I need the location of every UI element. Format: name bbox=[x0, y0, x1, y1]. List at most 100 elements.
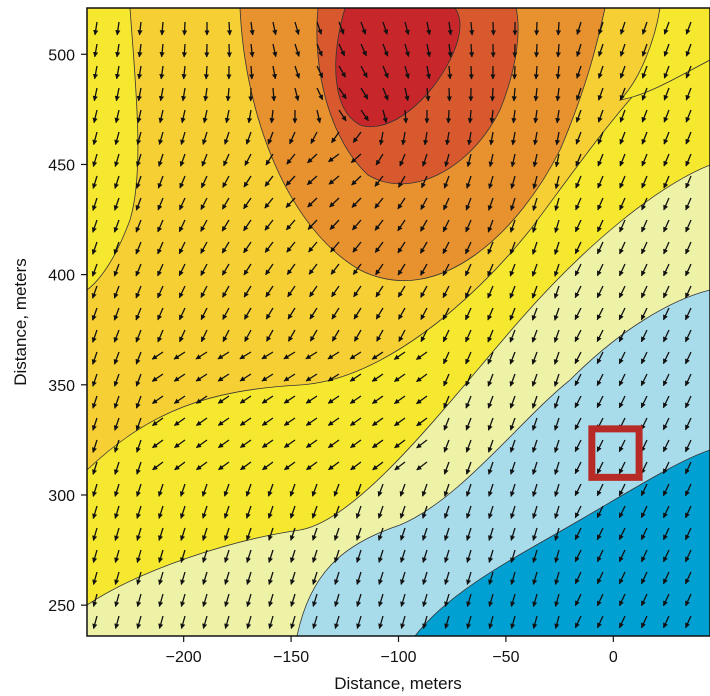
vector-arrow bbox=[157, 241, 164, 255]
vector-arrow bbox=[531, 461, 538, 475]
vector-arrow bbox=[309, 329, 318, 342]
vector-arrow bbox=[92, 109, 98, 124]
vector-arrow bbox=[641, 197, 648, 211]
vector-arrow bbox=[531, 439, 538, 453]
vector-arrow bbox=[420, 329, 428, 343]
vector-arrow bbox=[576, 43, 582, 57]
vector-arrow bbox=[246, 615, 252, 629]
vector-arrow bbox=[596, 571, 604, 585]
vector-arrow bbox=[195, 439, 208, 449]
vector-arrow bbox=[178, 241, 186, 255]
vector-arrow bbox=[217, 417, 230, 426]
vector-arrow bbox=[416, 439, 428, 449]
vector-arrow bbox=[223, 527, 230, 541]
vector-arrow bbox=[662, 571, 670, 585]
vector-arrow bbox=[136, 527, 142, 541]
vector-arrow bbox=[685, 21, 692, 35]
vector-arrow bbox=[596, 285, 604, 299]
vector-arrow bbox=[222, 307, 230, 320]
vector-arrow bbox=[353, 307, 362, 320]
vector-arrow bbox=[533, 87, 539, 102]
vector-arrow bbox=[329, 219, 340, 230]
vector-arrow bbox=[663, 175, 670, 189]
vector-arrow bbox=[328, 175, 340, 185]
vector-arrow bbox=[663, 197, 670, 211]
vector-arrow bbox=[446, 87, 452, 102]
vector-arrow bbox=[151, 351, 164, 360]
vector-arrow bbox=[151, 373, 164, 382]
vector-arrow bbox=[425, 87, 431, 102]
vector-arrow bbox=[532, 593, 538, 608]
vector-arrow bbox=[641, 109, 648, 123]
vector-arrow bbox=[182, 21, 188, 36]
vector-arrow bbox=[575, 87, 582, 101]
vector-arrow bbox=[334, 593, 340, 607]
vector-arrow bbox=[619, 219, 626, 233]
vector-arrow bbox=[135, 175, 142, 189]
vector-arrow bbox=[554, 549, 560, 563]
vector-arrow bbox=[333, 527, 340, 541]
vector-arrow bbox=[151, 417, 164, 427]
vector-arrow bbox=[487, 373, 494, 387]
vector-arrow bbox=[352, 131, 362, 143]
vector-arrow bbox=[382, 87, 389, 101]
vector-arrow bbox=[465, 329, 472, 343]
y-tick-label: 300 bbox=[48, 488, 75, 505]
vector-arrow bbox=[447, 65, 453, 80]
vector-arrow bbox=[245, 527, 252, 541]
vector-arrow bbox=[114, 549, 120, 563]
vector-arrow bbox=[305, 439, 318, 449]
vector-arrow bbox=[596, 483, 604, 497]
vector-arrow bbox=[350, 439, 362, 449]
vector-arrow bbox=[159, 21, 165, 36]
vector-arrow bbox=[685, 219, 692, 233]
y-axis: 250 300 350 400 450 500 bbox=[48, 47, 87, 615]
vector-arrow bbox=[375, 285, 384, 298]
vector-arrow bbox=[574, 461, 582, 475]
vector-arrow bbox=[372, 461, 384, 471]
vector-arrow bbox=[618, 285, 626, 299]
vector-arrow bbox=[135, 395, 142, 409]
vector-arrow bbox=[136, 87, 142, 102]
vector-arrow bbox=[113, 461, 120, 475]
vector-arrow bbox=[533, 43, 540, 58]
vector-arrow bbox=[289, 483, 296, 497]
vector-arrow bbox=[509, 219, 516, 233]
vector-arrow bbox=[200, 175, 208, 189]
vector-arrow bbox=[442, 285, 450, 299]
vector-arrow bbox=[553, 439, 560, 453]
vector-arrow bbox=[334, 615, 340, 629]
vector-arrow bbox=[662, 395, 670, 409]
vector-arrow bbox=[114, 527, 120, 541]
vector-arrow bbox=[596, 549, 604, 563]
vector-arrow bbox=[398, 307, 406, 320]
vector-arrow bbox=[662, 615, 670, 629]
vector-arrow bbox=[663, 219, 670, 233]
vector-arrow bbox=[574, 351, 582, 365]
vector-arrow bbox=[662, 483, 670, 497]
vector-arrow bbox=[137, 65, 143, 80]
vector-arrow bbox=[596, 263, 604, 277]
vector-arrow bbox=[640, 549, 648, 563]
vector-arrow bbox=[416, 461, 428, 471]
vector-arrow bbox=[555, 43, 561, 58]
vector-arrow bbox=[509, 439, 516, 453]
vector-arrow bbox=[377, 549, 384, 563]
vector-arrow bbox=[290, 593, 296, 607]
vector-arrow bbox=[174, 439, 186, 449]
vector-arrow bbox=[289, 505, 296, 519]
vector-arrow bbox=[404, 87, 410, 102]
vector-arrow bbox=[618, 527, 626, 541]
vector-arrow bbox=[331, 329, 340, 342]
vector-arrow bbox=[239, 417, 252, 426]
vector-arrow bbox=[465, 483, 472, 497]
vector-arrow bbox=[312, 593, 318, 607]
vector-arrow bbox=[532, 505, 538, 519]
vector-arrow bbox=[554, 461, 560, 475]
vector-arrow bbox=[574, 439, 582, 453]
vector-arrow bbox=[640, 329, 648, 343]
vector-arrow bbox=[114, 109, 120, 124]
vector-arrow bbox=[575, 175, 582, 189]
vector-arrow bbox=[511, 109, 517, 124]
vector-arrow bbox=[684, 505, 692, 519]
